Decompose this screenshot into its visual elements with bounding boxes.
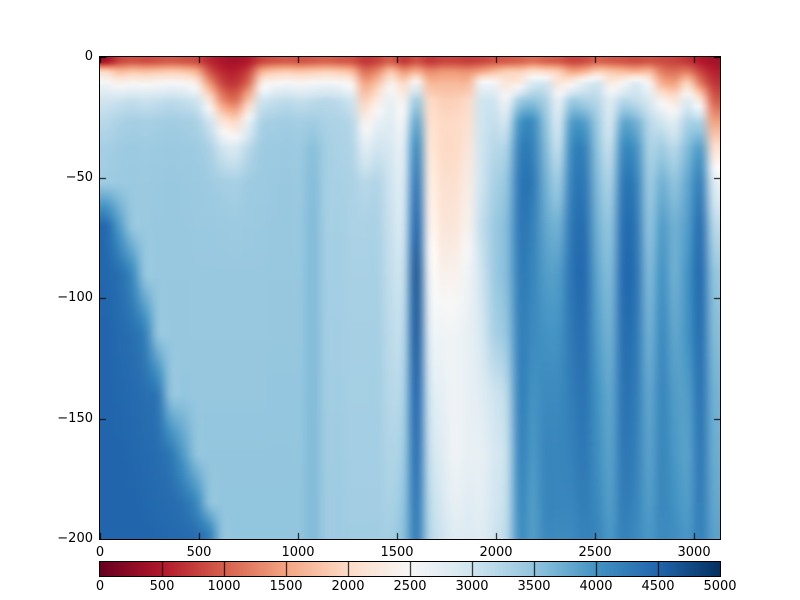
x-tick-label: 1000 <box>281 545 315 560</box>
colorbar-tick-label: 1500 <box>269 579 303 594</box>
heatmap-canvas <box>100 57 720 539</box>
y-tick-label: −150 <box>57 410 93 426</box>
x-tick-label: 3000 <box>677 545 711 560</box>
colorbar-tick-label: 3000 <box>455 579 489 594</box>
colorbar-tick-label: 1000 <box>207 579 241 594</box>
x-tick-label: 2000 <box>479 545 513 560</box>
plot-area <box>99 56 721 540</box>
colorbar-tick-label: 4000 <box>579 579 613 594</box>
colorbar <box>99 561 721 577</box>
colorbar-tick-label: 2000 <box>331 579 365 594</box>
x-tick-label: 500 <box>186 545 212 560</box>
colorbar-tick-label: 4500 <box>641 579 675 594</box>
colorbar-tick-label: 500 <box>149 579 175 594</box>
colorbar-tick-label: 3500 <box>517 579 551 594</box>
colorbar-tick-label: 5000 <box>703 579 737 594</box>
x-tick-label: 1500 <box>380 545 414 560</box>
y-tick-label: −200 <box>57 531 93 546</box>
y-tick-label: 0 <box>84 49 93 64</box>
colorbar-canvas <box>100 562 720 576</box>
y-tick-label: −100 <box>57 290 93 305</box>
x-tick-label: 0 <box>95 545 105 560</box>
x-tick-label: 2500 <box>578 545 612 560</box>
y-tick-label: −50 <box>65 169 93 185</box>
colorbar-tick-label: 2500 <box>393 579 427 594</box>
colorbar-tick-label: 0 <box>95 579 105 594</box>
